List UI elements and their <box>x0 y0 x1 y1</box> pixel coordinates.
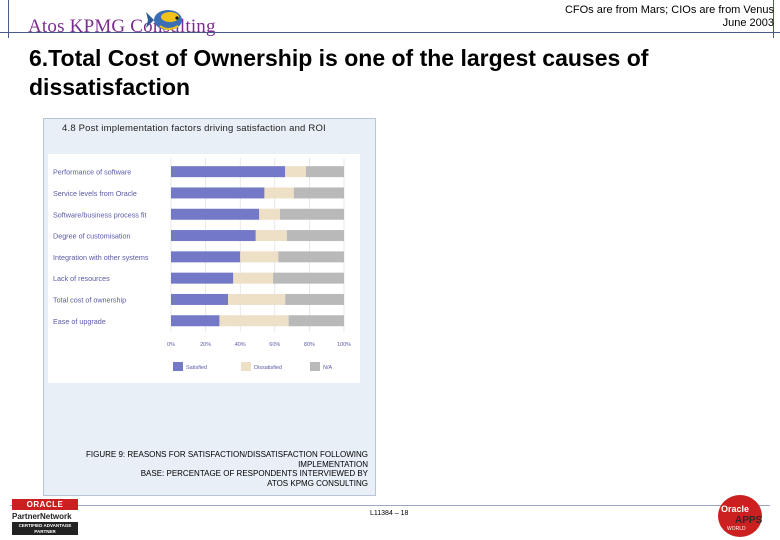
logo-disc-icon <box>718 495 762 537</box>
category-label: Service levels from Oracle <box>53 189 137 198</box>
bar-segment-dissatisfied <box>264 187 294 199</box>
logo-world-text: WORLD <box>727 526 746 532</box>
figure-caption: FIGURE 9: REASONS FOR SATISFACTION/DISSA… <box>56 450 368 488</box>
bar-segment-satisfied <box>171 187 265 199</box>
bar-segment-na <box>285 293 344 305</box>
category-label: Total cost of ownership <box>53 295 126 304</box>
header-date: June 2003 <box>722 17 774 29</box>
caption-line: BASE: PERCENTAGE OF RESPONDENTS INTERVIE… <box>140 469 368 478</box>
bar-segment-satisfied <box>171 166 286 178</box>
legend-swatch <box>173 362 183 371</box>
bar-segment-satisfied <box>171 208 260 220</box>
category-label: Degree of customisation <box>53 232 131 241</box>
caption-line: IMPLEMENTATION <box>298 459 368 469</box>
bar-segment-na <box>293 187 344 199</box>
bar-segment-na <box>286 230 344 242</box>
x-tick-label: 80% <box>304 342 315 348</box>
caption-line: FIGURE 9: REASONS FOR SATISFACTION/DISSA… <box>86 450 368 459</box>
legend-label: Satisfied <box>186 365 207 371</box>
legend-swatch <box>241 362 251 371</box>
bar-segment-dissatisfied <box>240 251 279 263</box>
header-right-border <box>773 0 774 38</box>
category-label: Integration with other systems <box>53 253 149 262</box>
x-tick-label: 40% <box>235 342 246 348</box>
category-label: Performance of software <box>53 168 131 177</box>
bar-segment-satisfied <box>171 315 220 327</box>
legend-label: Dissatisfied <box>254 365 282 371</box>
bar-segment-na <box>278 251 344 263</box>
bar-segment-dissatisfied <box>255 230 287 242</box>
oracle-badge: ORACLE <box>12 499 78 510</box>
bar-segment-dissatisfied <box>228 293 286 305</box>
legend-label: N/A <box>323 365 333 371</box>
partner-network-label: PartnerNetwork <box>12 512 72 521</box>
bar-segment-dissatisfied <box>259 208 280 220</box>
x-tick-label: 0% <box>167 342 175 348</box>
logo-apps-text: APPS <box>735 515 763 526</box>
footer-rule <box>10 505 770 506</box>
header-info: CFOs are from Mars; CIOs are from Venus … <box>565 4 774 30</box>
bar-segment-dissatisfied <box>285 166 306 178</box>
oracle-partner-logo: ORACLE PartnerNetwork CERTIFIED ADVANTAG… <box>12 499 78 535</box>
bar-segment-dissatisfied <box>233 272 274 284</box>
company-logo: Atos KPMG Consulting <box>28 4 216 38</box>
panel-title: 4.8 Post implementation factors driving … <box>62 123 326 134</box>
certified-partner-label: CERTIFIED ADVANTAGE PARTNER <box>12 522 78 535</box>
bar-segment-na <box>279 208 344 220</box>
x-tick-label: 100% <box>337 342 351 348</box>
chart-area: Performance of software Service levels fr… <box>48 154 360 383</box>
bar-segment-satisfied <box>171 293 229 305</box>
header-report-title: CFOs are from Mars; CIOs are from Venus <box>564 4 774 16</box>
category-label: Ease of upgrade <box>53 317 106 326</box>
logo-oracle-text: Oracle <box>721 504 750 514</box>
bar-segment-na <box>305 166 344 178</box>
legend-swatch <box>310 362 320 371</box>
bar-segment-satisfied <box>171 230 256 242</box>
header-left-border <box>8 0 9 38</box>
category-label: Software/business process fit <box>53 210 146 219</box>
bar-segment-na <box>273 272 344 284</box>
x-tick-label: 60% <box>269 342 280 348</box>
bar-segment-satisfied <box>171 251 241 263</box>
category-label: Lack of resources <box>53 274 110 283</box>
oracle-apps-world-logo: Oracle APPS WORLD <box>718 495 764 537</box>
header-rule <box>0 32 780 33</box>
caption-line: ATOS KPMG CONSULTING <box>267 478 368 488</box>
x-tick-label: 20% <box>200 342 211 348</box>
page-number: L11384 – 18 <box>370 510 409 517</box>
stacked-bar-chart: Performance of software Service levels fr… <box>53 158 351 371</box>
bar-segment-satisfied <box>171 272 234 284</box>
bar-segment-na <box>288 315 344 327</box>
fish-logo-icon <box>146 10 182 30</box>
slide-title: 6.Total Cost of Ownership is one of the … <box>29 45 649 100</box>
bar-segment-dissatisfied <box>219 315 289 327</box>
